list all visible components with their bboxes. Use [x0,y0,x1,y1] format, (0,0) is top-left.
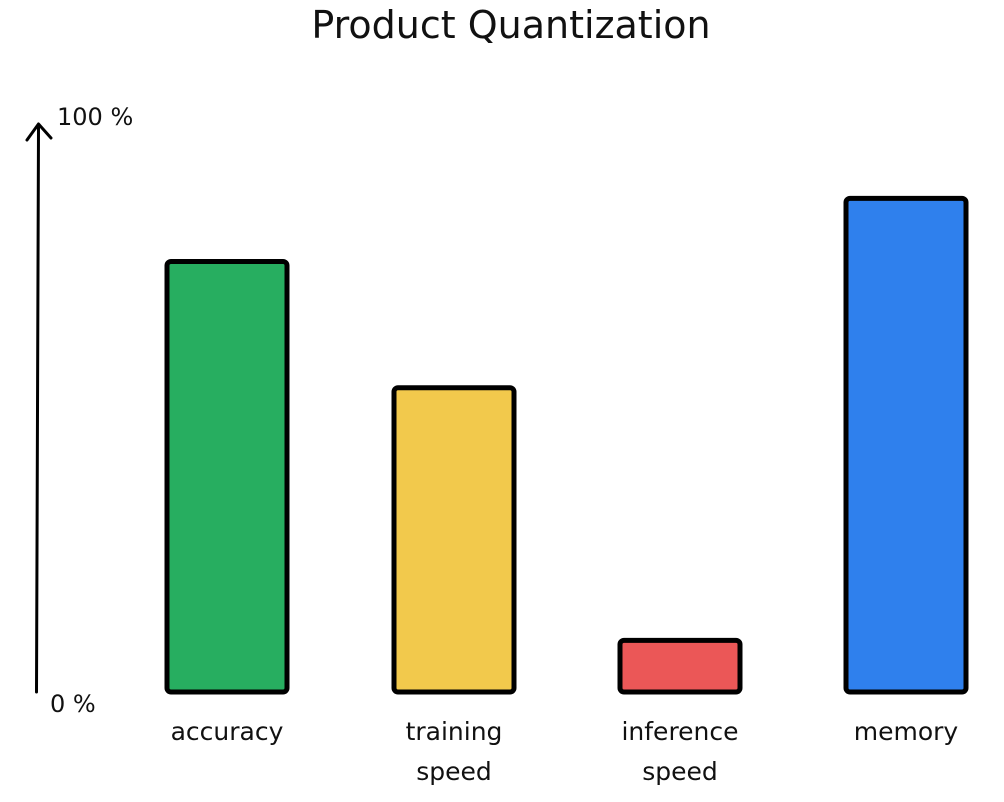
bar-training-speed [391,385,517,695]
bar-memory [843,195,969,695]
category-label-accuracy: accuracy [171,717,284,746]
category-label-inference-speed: inference speed [621,717,738,786]
y-axis: 100 % 0 % [25,103,133,718]
bar-inference-speed [617,637,743,695]
y-axis-line [35,126,40,694]
y-tick-label-min: 0 % [50,690,96,718]
category-labels: accuracy training speed inference speed memor… [171,717,959,786]
category-label-memory: memory [854,717,959,746]
y-tick-label-max: 100 % [57,103,133,131]
chart-title: Product Quantization [311,3,710,47]
y-axis-arrowhead [25,122,53,142]
category-label-training-speed: training speed [406,717,503,786]
bar-accuracy [164,259,290,695]
bar-series [164,195,969,695]
